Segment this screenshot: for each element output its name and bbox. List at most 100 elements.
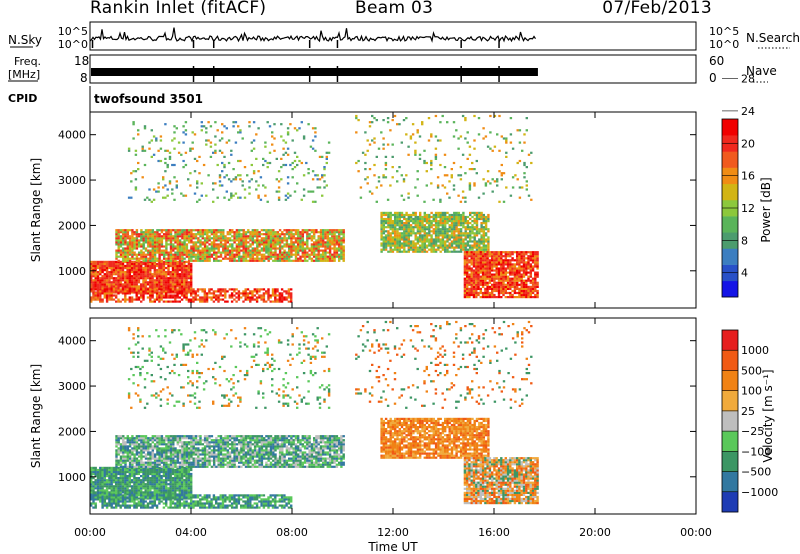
scatter-cell [197, 257, 200, 260]
scatter-cell [520, 265, 523, 268]
scatter-cell [269, 249, 273, 252]
scatter-cell [153, 235, 157, 238]
scatter-cell [464, 137, 467, 140]
scatter-cell [324, 247, 327, 250]
colorbar-tick-label: 16 [741, 170, 755, 183]
scatter-cell [96, 273, 100, 276]
scatter-cell [500, 265, 503, 268]
scatter-cell [247, 231, 250, 234]
scatter-cell [149, 253, 152, 256]
scatter-cell [389, 238, 392, 241]
scatter-cell [405, 230, 408, 233]
scatter-cell [493, 283, 496, 286]
scatter-cell [202, 125, 206, 128]
scatter-cell [448, 215, 451, 219]
scatter-cell [298, 127, 301, 130]
scatter-cell [208, 255, 211, 258]
scatter-cell [212, 294, 216, 297]
scatter-cell [103, 275, 106, 278]
scatter-cell [430, 248, 433, 251]
scatter-cell [448, 213, 451, 217]
scatter-cell [219, 233, 223, 236]
scatter-cell [481, 283, 485, 286]
scatter-cell [382, 119, 385, 122]
scatter-cell [396, 232, 399, 235]
scatter-cell [126, 247, 129, 250]
scatter-cell [209, 155, 213, 158]
scatter-cell [121, 472, 125, 476]
scatter-cell [108, 266, 111, 270]
scatter-cell [414, 236, 417, 239]
scatter-cell [126, 283, 129, 286]
scatter-cell [292, 249, 295, 252]
scatter-cell [506, 263, 510, 266]
scatter-cell [400, 244, 404, 247]
scatter-cell [128, 483, 131, 486]
scatter-cell [135, 296, 138, 299]
scatter-cell [416, 129, 419, 132]
scatter-cell [409, 230, 413, 233]
scatter-cell [149, 255, 152, 258]
scatter-cell [255, 288, 259, 291]
scatter-cell [121, 475, 125, 478]
scatter-cell [117, 470, 120, 474]
scatter-cell [206, 249, 209, 252]
scatter-cell [446, 222, 449, 225]
scatter-cell [371, 192, 374, 195]
scatter-cell [105, 266, 109, 270]
scatter-cell [224, 241, 227, 244]
scatter-cell [280, 135, 283, 138]
scatter-cell [319, 255, 323, 258]
scatter-cell [313, 231, 316, 234]
scatter-cell [380, 248, 383, 251]
scatter-cell [90, 285, 93, 288]
scatter-cell [258, 294, 261, 297]
scatter-cell [153, 290, 156, 293]
scatter-cell [201, 296, 204, 299]
scatter-cell [253, 249, 257, 252]
scatter-cell [502, 200, 506, 203]
scatter-cell [147, 241, 150, 244]
scatter-cell [249, 290, 252, 293]
scatter-cell [516, 255, 519, 258]
scatter-cell [180, 271, 184, 274]
scatter-cell [94, 296, 97, 299]
scatter-cell [94, 288, 97, 291]
scatter-cell [213, 247, 216, 250]
scatter-cell [137, 292, 141, 295]
scatter-cell [468, 291, 471, 295]
scatter-cell [520, 273, 523, 276]
scatter-cell [306, 237, 309, 240]
scatter-cell [477, 267, 480, 270]
scatter-cell [105, 262, 109, 266]
scatter-cell [99, 271, 102, 274]
scatter-cell [477, 281, 480, 284]
scatter-cell [403, 222, 406, 225]
scatter-cell [527, 194, 531, 197]
scatter-cell [481, 291, 485, 295]
scatter-cell [387, 244, 390, 247]
scatter-cell [190, 273, 193, 276]
scatter-cell [217, 237, 220, 240]
scatter-cell [316, 186, 319, 189]
scatter-cell [425, 217, 429, 221]
scatter-cell [340, 233, 343, 236]
scatter-cell [182, 141, 185, 144]
scatter-cell [387, 240, 390, 243]
scatter-cell [333, 245, 336, 248]
scatter-cell [276, 243, 279, 246]
scatter-cell [387, 220, 390, 223]
scatter-cell [224, 237, 227, 240]
scatter-cell [133, 253, 136, 256]
scatter-cell [171, 294, 175, 297]
noise-sky-line [89, 27, 536, 43]
scatter-cell [187, 283, 191, 286]
scatter-cell [152, 188, 156, 191]
scatter-cell [311, 190, 315, 193]
scatter-cell [90, 273, 93, 276]
scatter-cell [256, 249, 259, 252]
scatter-cell [173, 176, 176, 179]
scatter-cell [92, 481, 95, 484]
scatter-cell [158, 275, 161, 278]
scatter-cell [149, 266, 152, 270]
